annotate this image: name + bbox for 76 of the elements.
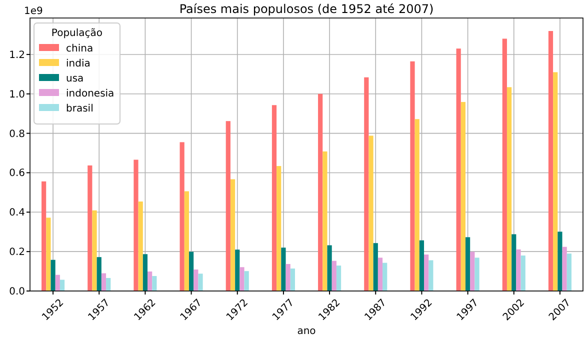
bar <box>336 266 342 291</box>
bar <box>548 31 554 291</box>
bar <box>419 240 424 291</box>
bar <box>520 256 526 291</box>
y-tick-label: 0.6 <box>9 168 25 180</box>
bar <box>286 264 290 291</box>
bar <box>148 271 152 291</box>
legend-label: india <box>66 58 90 70</box>
bar <box>42 181 46 291</box>
bar <box>516 249 521 291</box>
bar <box>235 250 240 291</box>
text: 1e9 <box>24 6 43 17</box>
bar <box>470 252 475 291</box>
bar <box>60 280 65 291</box>
bar <box>428 260 434 291</box>
bar <box>244 271 249 291</box>
bar <box>460 102 466 291</box>
bar <box>180 142 184 291</box>
bar <box>378 258 383 291</box>
y-tick-label: 1.0 <box>9 89 25 100</box>
bar <box>152 276 157 291</box>
y-tick-label: 0.2 <box>9 247 25 258</box>
bar <box>101 273 106 291</box>
bar <box>194 270 198 291</box>
bar <box>456 48 461 291</box>
bar <box>364 77 369 291</box>
bar <box>188 252 194 291</box>
bar <box>240 267 244 291</box>
bar <box>226 121 230 291</box>
bar <box>465 237 470 291</box>
bar <box>92 210 97 291</box>
bar <box>424 254 429 291</box>
bar <box>50 260 56 291</box>
bar <box>88 165 92 291</box>
legend-title: População <box>51 28 103 39</box>
bar <box>474 258 480 291</box>
bar <box>382 262 388 291</box>
y-tick-label: 0.0 <box>9 286 25 298</box>
bar <box>553 72 558 291</box>
bar <box>46 218 51 291</box>
bar <box>142 254 148 291</box>
bar <box>276 166 282 291</box>
bar <box>506 87 512 291</box>
x-axis-title: ano <box>297 326 316 337</box>
bar <box>327 245 332 291</box>
legend-label: indonesia <box>66 88 114 100</box>
bar <box>558 232 562 291</box>
bar <box>373 243 378 291</box>
bar <box>281 248 286 291</box>
bar <box>322 151 328 291</box>
bar <box>290 268 295 291</box>
bar <box>230 179 236 291</box>
legend-label: china <box>66 44 94 54</box>
y-tick-label: 0.8 <box>9 128 25 140</box>
bar <box>566 254 572 291</box>
bar <box>414 119 420 291</box>
bar <box>184 191 189 291</box>
legend-label: usa <box>66 74 84 84</box>
bar <box>512 234 516 291</box>
bar <box>368 136 374 291</box>
bar <box>502 38 507 291</box>
chart-title: Países mais populosos (de 1952 até 2007) <box>179 2 434 16</box>
bar <box>106 278 111 291</box>
bar <box>318 94 323 291</box>
bar <box>272 105 277 291</box>
y-tick-label: 0.4 <box>9 208 25 219</box>
bar <box>96 257 102 291</box>
bar <box>55 274 60 291</box>
bar <box>138 202 143 291</box>
bar <box>332 260 336 291</box>
bar <box>134 160 138 291</box>
bar <box>562 246 567 291</box>
legend-label: brasil <box>66 104 94 114</box>
bar <box>410 61 415 291</box>
y-tick-label: 1.2 <box>9 50 25 61</box>
bar <box>198 274 203 291</box>
